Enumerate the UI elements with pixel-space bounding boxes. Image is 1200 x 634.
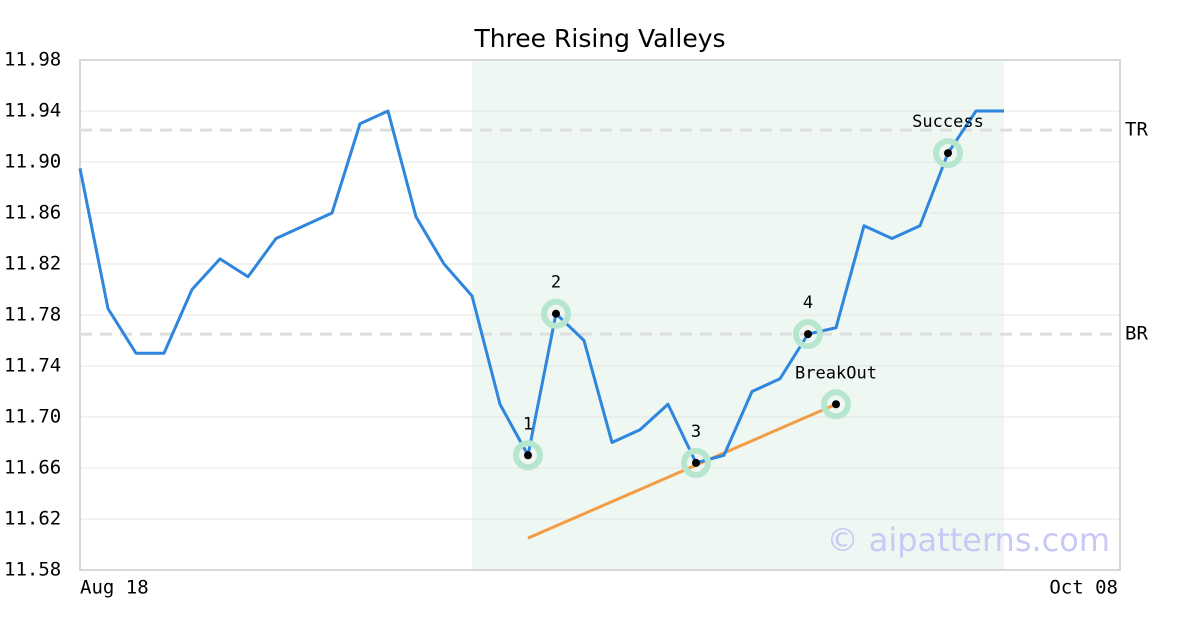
chart-title: Three Rising Valleys [473, 24, 725, 53]
y-tick-label: 11.82 [4, 253, 61, 275]
annotation-dot [524, 451, 532, 460]
x-tick-label: Oct 08 [1049, 577, 1118, 599]
annotation-halo [681, 447, 711, 478]
annotation-dot [832, 400, 840, 409]
annotation-halo [933, 138, 963, 169]
annotation-label: BreakOut [795, 363, 877, 383]
x-tick-label: Aug 18 [80, 577, 149, 599]
plot-frame [79, 59, 1121, 571]
annotation-label: 2 [551, 273, 561, 293]
annotation-halo [793, 319, 823, 350]
trend-line [527, 402, 837, 540]
y-tick-label: 11.62 [4, 508, 61, 530]
annotation-label: 1 [523, 414, 533, 434]
y-tick-label: 11.86 [4, 202, 61, 224]
annotation-label: 3 [691, 422, 701, 442]
y-tick-label: 11.90 [4, 151, 61, 173]
annotation-dot [804, 330, 812, 339]
annotation-dot [552, 309, 560, 318]
y-tick-label: 11.58 [4, 559, 61, 581]
y-tick-label: 11.70 [4, 406, 61, 428]
y-tick-label: 11.94 [4, 100, 61, 122]
annotation-halo [513, 440, 543, 471]
y-tick-label: 11.74 [4, 355, 61, 377]
watermark: © aipatterns.com [827, 521, 1110, 559]
level-label: BR [1125, 323, 1148, 345]
y-tick-label: 11.66 [4, 457, 61, 479]
annotation-dot [692, 458, 700, 467]
annotation-halo [821, 389, 851, 420]
annotation-dot [944, 149, 952, 158]
price-line [78, 109, 1004, 465]
level-label: TR [1125, 119, 1148, 141]
y-tick-label: 11.78 [4, 304, 61, 326]
annotation-halo [541, 298, 571, 329]
y-tick-label: 11.98 [4, 49, 61, 71]
annotation-label: Success [912, 112, 984, 132]
annotation-label: 4 [803, 293, 813, 313]
